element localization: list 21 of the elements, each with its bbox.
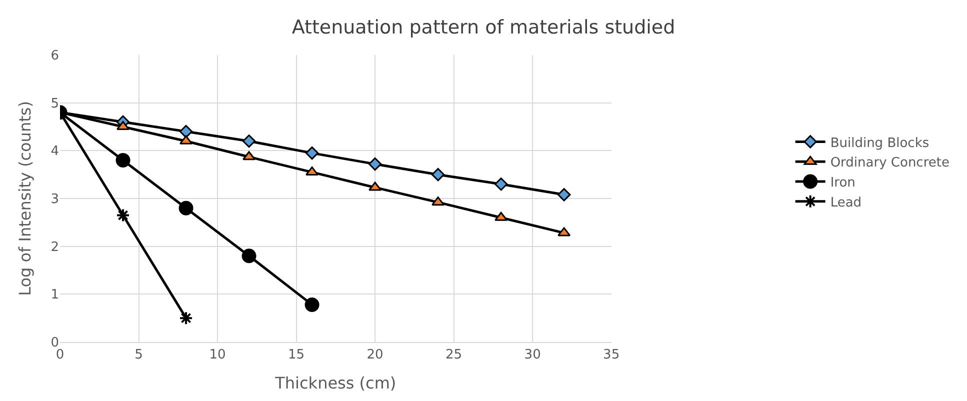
x-tick-label: 10 — [209, 348, 226, 363]
x-tick-label: 15 — [288, 348, 305, 363]
y-tick-label: 5 — [50, 96, 59, 112]
y-axis-title: Log of Intensity (counts) — [16, 101, 35, 296]
y-tick-label: 3 — [50, 192, 59, 208]
legend-label: Building Blocks — [830, 136, 930, 151]
legend-label: Ordinary Concrete — [830, 156, 950, 171]
x-tick-label: 5 — [134, 348, 143, 363]
y-tick-label: 4 — [50, 144, 59, 160]
x-axis-title: Thickness (cm) — [274, 373, 396, 392]
x-tick-label: 35 — [603, 348, 620, 363]
y-tick-label: 2 — [50, 240, 59, 255]
y-tick-label: 0 — [50, 336, 59, 351]
x-tick-label: 20 — [366, 348, 384, 363]
x-tick-label: 30 — [524, 348, 541, 363]
legend-label: Lead — [830, 195, 862, 210]
y-tick-label: 1 — [50, 288, 59, 303]
x-tick-label: 25 — [446, 348, 462, 363]
y-tick-label: 6 — [50, 48, 59, 64]
legend-label: Iron — [830, 176, 856, 191]
chart-title: Attenuation pattern of materials studied — [292, 16, 676, 38]
